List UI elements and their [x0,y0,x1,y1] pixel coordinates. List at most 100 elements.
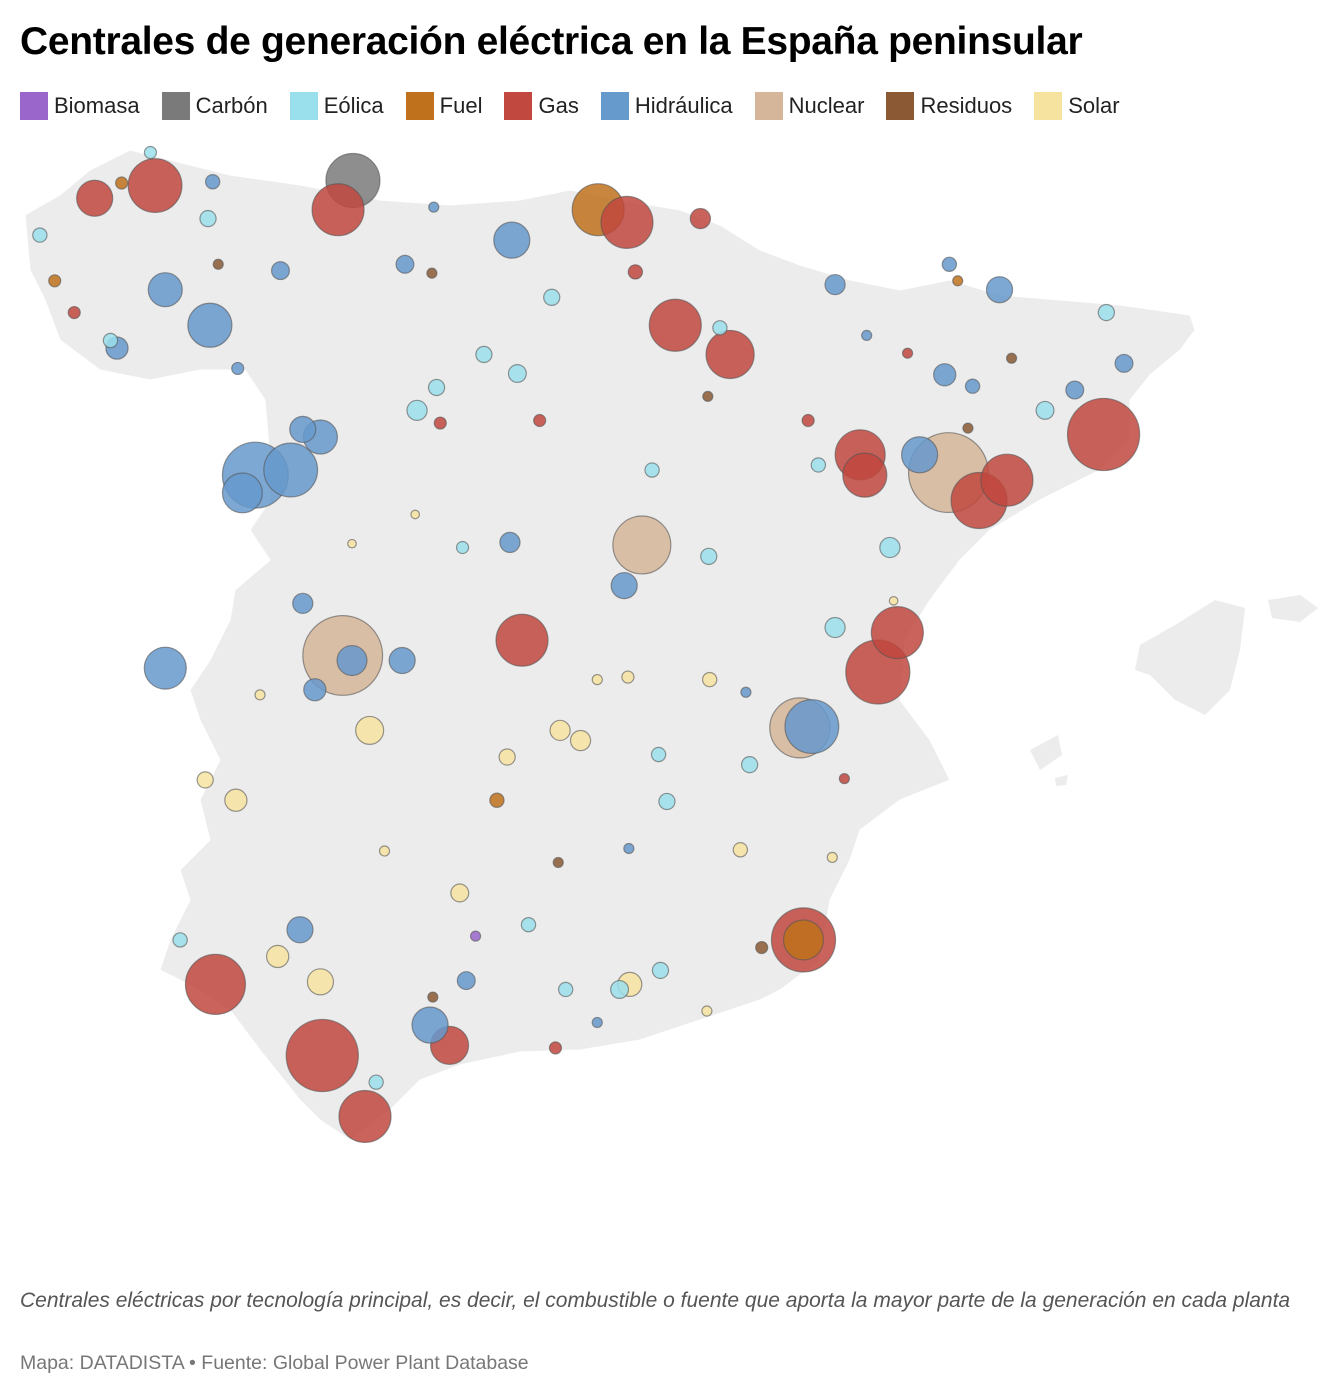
plant-hidraulica[interactable] [1065,380,1085,400]
plant-hidraulica[interactable] [824,273,846,296]
plant-hidraulica[interactable] [143,646,187,690]
plant-eolica[interactable] [520,916,537,933]
plant-eolica[interactable] [455,540,470,555]
plant-gas[interactable] [842,452,888,498]
plant-hidraulica[interactable] [964,378,981,394]
plant-hidraulica[interactable] [623,842,635,855]
plant-gas[interactable] [76,179,114,217]
plant-fuel[interactable] [952,275,964,287]
plant-hidraulica[interactable] [263,442,319,498]
plant-gas[interactable] [311,183,365,237]
legend-item-nuclear[interactable]: Nuclear [754,92,864,120]
plant-gas[interactable] [1066,397,1141,472]
plant-hidraulica[interactable] [784,699,840,755]
plant-eolica[interactable] [658,792,676,811]
plant-biomasa[interactable] [469,930,482,942]
plant-hidraulica[interactable] [395,254,415,274]
plant-eolica[interactable] [740,756,759,774]
plant-eolica[interactable] [1035,400,1055,420]
plant-eolica[interactable] [700,547,718,566]
legend-item-eolica[interactable]: Eólica [289,92,384,120]
plant-eolica[interactable] [102,332,119,349]
plant-eolica[interactable] [644,462,660,478]
legend-item-residuos[interactable]: Residuos [886,92,1012,120]
plant-hidraulica[interactable] [740,686,752,698]
plant-eolica[interactable] [427,378,446,397]
plant-fuel[interactable] [115,176,129,190]
plant-solar[interactable] [569,729,592,752]
plant-hidraulica[interactable] [900,436,939,474]
plant-eolica[interactable] [610,979,630,999]
plant-gas[interactable] [67,305,81,320]
plant-eolica[interactable] [712,320,728,336]
plant-gas[interactable] [627,264,644,280]
plant-solar[interactable] [826,851,838,864]
plant-hidraulica[interactable] [985,276,1014,304]
plant-eolica[interactable] [651,961,670,980]
plant-solar[interactable] [347,538,357,549]
plant-solar[interactable] [306,968,335,996]
plant-hidraulica[interactable] [147,272,183,308]
plant-gas[interactable] [705,329,755,380]
plant-solar[interactable] [621,670,635,684]
plant-eolica[interactable] [650,746,667,763]
plant-gas[interactable] [980,453,1034,507]
plant-eolica[interactable] [507,364,527,384]
plant-gas[interactable] [127,158,183,214]
plant-gas[interactable] [548,1041,563,1055]
plant-solar[interactable] [591,673,603,686]
plant-eolica[interactable] [824,616,846,639]
plant-residuos[interactable] [427,991,439,1003]
plant-solar[interactable] [224,788,248,812]
plant-eolica[interactable] [879,536,901,559]
legend-item-biomasa[interactable]: Biomasa [20,92,140,120]
plant-gas[interactable] [838,773,851,785]
plant-hidraulica[interactable] [303,678,327,702]
plant-eolica[interactable] [475,345,493,364]
plant-hidraulica[interactable] [933,363,957,387]
plant-eolica[interactable] [810,457,827,473]
plant-residuos[interactable] [426,267,438,279]
plant-hidraulica[interactable] [388,646,416,675]
plant-fuel[interactable] [489,792,505,808]
plant-hidraulica[interactable] [231,361,245,376]
plant-solar[interactable] [378,845,391,857]
plant-solar[interactable] [888,596,899,606]
plant-eolica[interactable] [143,145,158,160]
plant-hidraulica[interactable] [292,592,314,615]
plant-hidraulica[interactable] [456,971,476,991]
plant-gas[interactable] [533,413,547,428]
plant-gas[interactable] [184,953,247,1015]
plant-eolica[interactable] [199,209,217,228]
plant-solar[interactable] [196,771,214,789]
plant-eolica[interactable] [368,1074,384,1090]
plant-gas[interactable] [870,606,924,660]
plant-hidraulica[interactable] [187,302,233,348]
plant-gas[interactable] [433,416,447,430]
legend-item-carbon[interactable]: Carbón [161,92,268,120]
plant-gas[interactable] [689,207,712,230]
plant-hidraulica[interactable] [493,221,531,259]
plant-gas[interactable] [901,347,914,359]
plant-solar[interactable] [701,1005,713,1017]
plant-gas[interactable] [338,1089,392,1144]
plant-hidraulica[interactable] [499,531,521,554]
legend-item-fuel[interactable]: Fuel [405,92,482,120]
plant-hidraulica[interactable] [941,256,958,273]
plant-hidraulica[interactable] [610,571,638,600]
plant-eolica[interactable] [1097,303,1116,322]
legend-item-gas[interactable]: Gas [504,92,579,120]
plant-solar[interactable] [498,748,516,766]
plant-hidraulica[interactable] [428,201,440,213]
plant-solar[interactable] [254,689,266,701]
plant-solar[interactable] [549,719,571,742]
plant-solar[interactable] [701,671,718,688]
plant-residuos[interactable] [552,856,564,869]
legend-item-solar[interactable]: Solar [1034,92,1120,120]
plant-hidraulica[interactable] [221,472,263,514]
plant-solar[interactable] [410,509,421,520]
plant-eolica[interactable] [32,227,48,243]
plant-eolica[interactable] [406,399,428,422]
plant-residuos[interactable] [962,422,974,434]
plant-gas[interactable] [285,1018,359,1093]
